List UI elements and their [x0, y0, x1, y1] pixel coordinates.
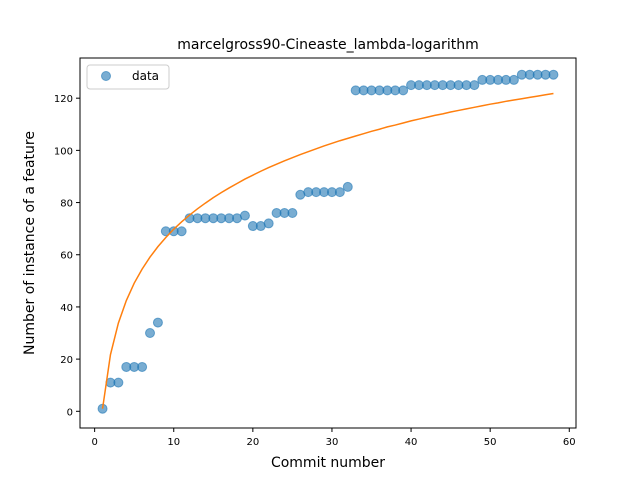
x-tick-label: 10	[167, 437, 180, 448]
data-point	[508, 74, 519, 85]
data-point	[342, 181, 353, 192]
plot-area	[97, 69, 559, 414]
data-point	[113, 377, 124, 388]
y-axis-label: Number of instance of a feature	[22, 131, 38, 355]
x-axis-ticks: 0 10 20 30 40 50 60	[91, 428, 576, 448]
chart-title: marcelgross90-Cineaste_lambda-logarithm	[177, 37, 478, 53]
y-tick-label: 0	[67, 407, 73, 418]
y-axis-ticks: 0 20 40 60 80 100 120	[54, 94, 80, 418]
data-point	[398, 85, 409, 96]
x-tick-label: 60	[563, 437, 576, 448]
y-tick-label: 100	[54, 146, 73, 157]
x-tick-label: 50	[484, 437, 497, 448]
data-point	[239, 210, 250, 221]
axes-frame	[79, 57, 577, 429]
data-point	[334, 187, 345, 198]
data-point	[176, 226, 187, 237]
legend-box	[86, 64, 170, 90]
x-axis-label: Commit number	[271, 455, 385, 471]
data-point	[287, 207, 298, 218]
y-tick-label: 40	[60, 303, 73, 314]
data-point	[548, 69, 559, 80]
y-tick-label: 120	[54, 94, 73, 105]
data-point	[263, 218, 274, 229]
y-tick-label: 80	[60, 199, 73, 210]
x-tick-label: 30	[326, 437, 339, 448]
x-tick-label: 0	[91, 437, 97, 448]
data-point	[469, 80, 480, 91]
legend: data	[86, 64, 170, 90]
x-tick-label: 20	[246, 437, 259, 448]
data-point	[137, 361, 148, 372]
x-tick-label: 40	[405, 437, 418, 448]
data-point	[145, 328, 156, 339]
data-point	[152, 317, 163, 328]
legend-marker-data	[101, 71, 111, 81]
fit-line	[101, 92, 554, 409]
legend-label-data: data	[132, 69, 159, 83]
y-tick-label: 20	[60, 355, 73, 366]
y-tick-label: 60	[60, 251, 73, 262]
